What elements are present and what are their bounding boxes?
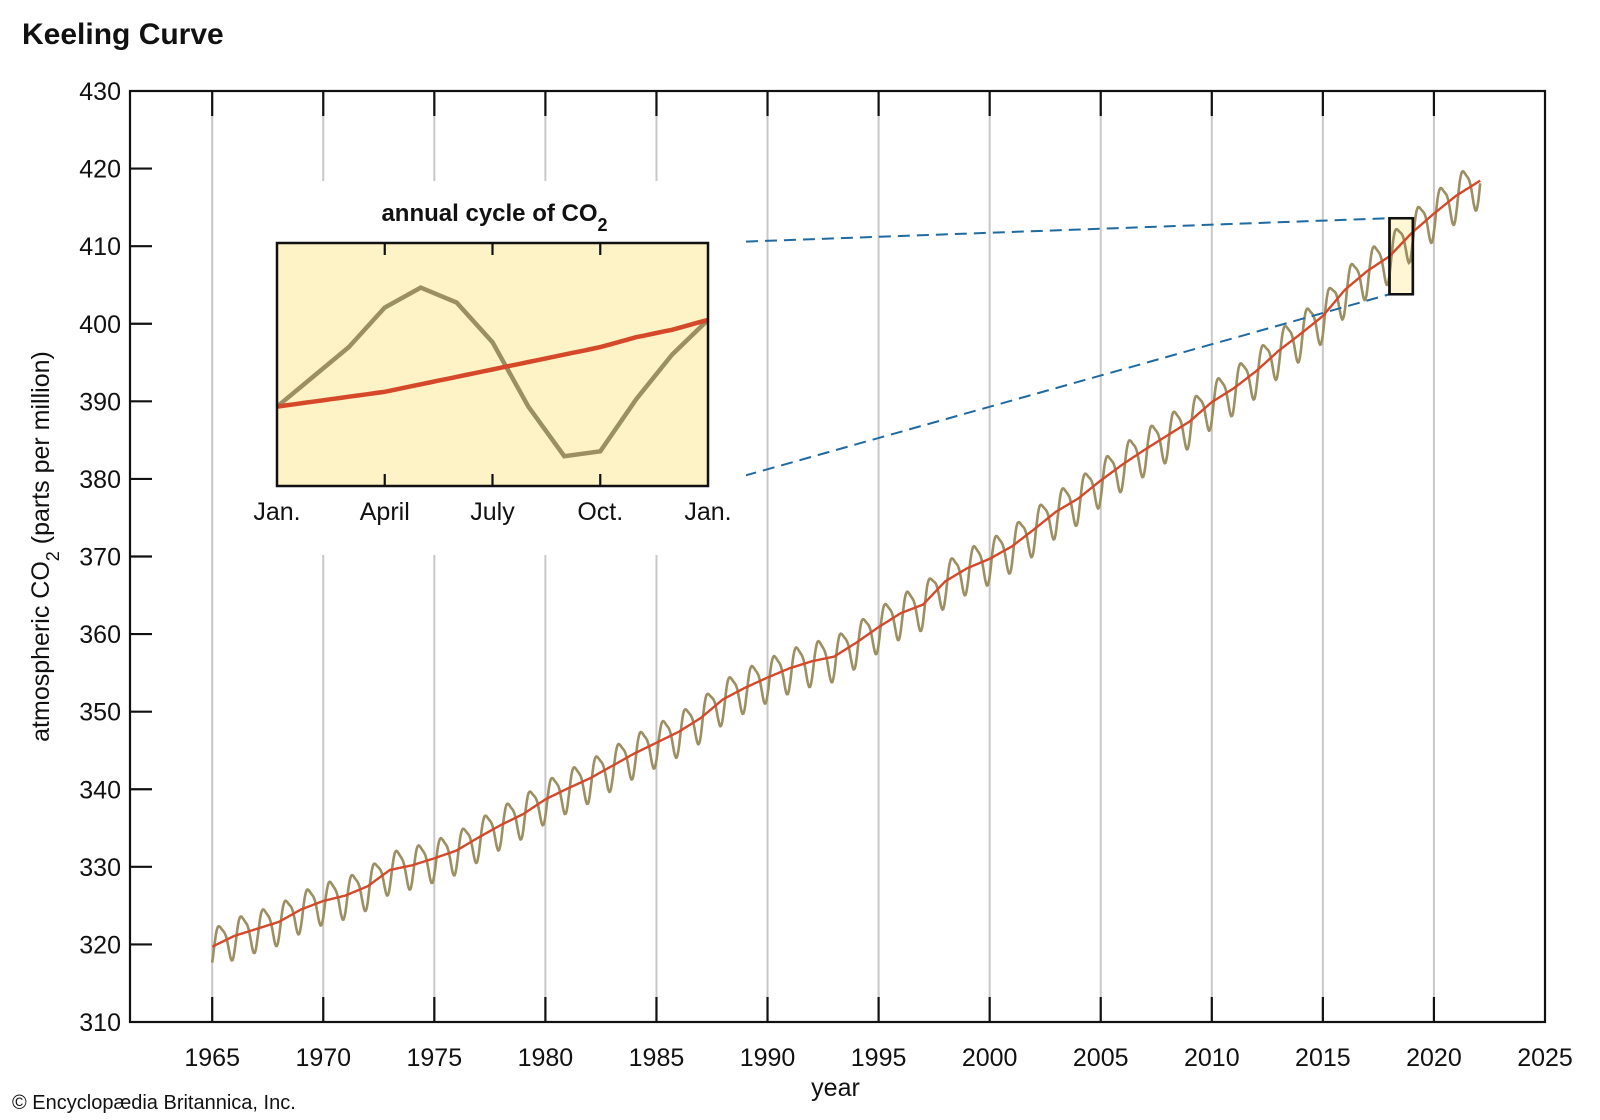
inset-background [277,243,708,486]
inset-x-label-3: Oct. [577,498,623,526]
chart-title: Keeling Curve [22,18,224,51]
y-tick-label-390: 390 [79,388,121,416]
y-tick-label-330: 330 [79,854,121,882]
x-tick-label-2020: 2020 [1406,1044,1462,1072]
x-tick-label-1995: 1995 [851,1044,907,1072]
x-tick-label-1975: 1975 [407,1044,463,1072]
y-tick-label-370: 370 [79,544,121,572]
x-tick-label-2010: 2010 [1184,1044,1240,1072]
trend-line [211,179,1481,948]
x-tick-label-1990: 1990 [740,1044,796,1072]
y-tick-label-400: 400 [79,311,121,339]
y-tick-label-360: 360 [79,621,121,649]
axis-labels: 1965 1970 1975 1980 1985 1990 1995 2000 2005 2010… [27,78,1573,1102]
highlight-rect [1388,216,1415,296]
x-tick-label-2025: 2025 [1517,1044,1573,1072]
inset-title: annual cycle of CO2 [381,200,607,235]
y-tick-label-340: 340 [79,776,121,804]
y-tick-label-320: 320 [79,931,121,959]
x-tick-label-1985: 1985 [629,1044,685,1072]
x-tick-label-1965: 1965 [184,1044,240,1072]
y-tick-label-380: 380 [79,466,121,494]
y-tick-label-430: 430 [79,78,121,106]
inset-x-label-4: Jan. [684,498,731,526]
y-axis-title: atmospheric CO2 (parts per million) [27,351,63,742]
main-series [210,170,1482,963]
x-tick-label-1970: 1970 [295,1044,351,1072]
y-tick-label-350: 350 [79,699,121,727]
x-tick-label-2005: 2005 [1073,1044,1129,1072]
x-axis-title: year [811,1074,860,1102]
y-axis-title-pre: atmospheric CO [27,561,55,742]
inset-title-pre: annual cycle of CO [381,200,597,227]
inset-title-sub: 2 [598,215,608,235]
y-tick-label-310: 310 [79,1009,121,1037]
y-axis-title-post: (parts per million) [27,351,55,551]
x-tick-label-1980: 1980 [518,1044,574,1072]
inset-connectors [707,217,1390,487]
inset-chart: Jan. April July Oct. Jan. annual cycle of CO2 [253,183,746,542]
y-axis-title-sub: 2 [43,551,63,561]
inset-x-label-0: Jan. [253,498,300,526]
copyright-credit: © Encyclopædia Britannica, Inc. [12,1092,296,1114]
gridlines [211,91,1435,1022]
main-axes [128,89,1547,1024]
inset-trend-line [276,317,709,409]
inset-x-label-1: April [360,498,410,526]
connector-top [707,217,1390,244]
connector-bottom [707,293,1390,487]
highlight-box [1388,216,1415,296]
y-tick-label-420: 420 [79,156,121,184]
inset-monthly-line [275,285,710,459]
x-tick-label-2000: 2000 [962,1044,1018,1072]
monthly-co2-line [210,170,1482,963]
inset-x-label-2: July [470,498,515,526]
highlight-border [1388,216,1415,296]
y-tick-label-410: 410 [79,233,121,261]
x-tick-label-2015: 2015 [1295,1044,1351,1072]
